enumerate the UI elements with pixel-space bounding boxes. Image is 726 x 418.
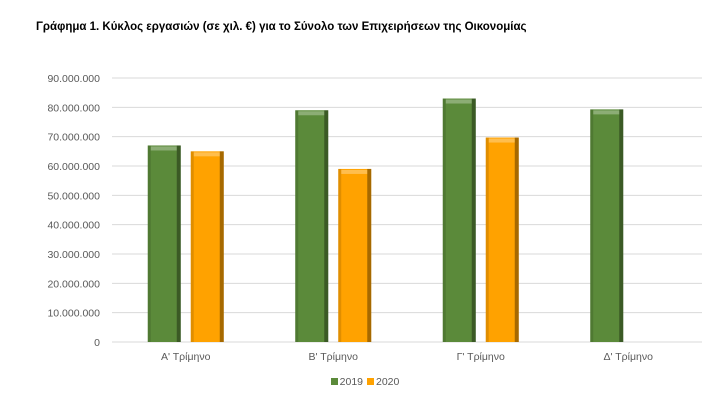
y-tick-label: 40.000.000	[47, 220, 100, 232]
y-tick-label: 60.000.000	[47, 161, 100, 173]
legend-label: 2019	[339, 376, 363, 388]
y-tick-label: 0	[94, 337, 100, 349]
y-tick-label: 20.000.000	[47, 278, 100, 290]
bar-2019	[147, 145, 181, 342]
y-tick-label: 10.000.000	[47, 308, 100, 320]
bar-2019	[295, 110, 329, 343]
y-tick-label: 30.000.000	[47, 249, 100, 261]
bar-2019	[442, 98, 476, 343]
x-tick-label: Δ' Τρίμηνο	[604, 351, 654, 363]
bar-2020	[190, 151, 224, 342]
x-tick-label: Β' Τρίμηνο	[309, 351, 359, 363]
x-tick-label: Γ' Τρίμηνο	[457, 351, 505, 363]
y-tick-label: 50.000.000	[47, 190, 100, 202]
y-tick-label: 80.000.000	[47, 102, 100, 114]
x-tick-label: Α' Τρίμηνο	[161, 351, 211, 363]
legend: 2019 2020	[0, 376, 726, 388]
y-tick-label: 90.000.000	[47, 73, 100, 85]
y-tick-label: 70.000.000	[47, 132, 100, 144]
bar-2020	[338, 168, 372, 342]
legend-swatch-2019	[330, 378, 338, 385]
chart-title: Γράφημα 1. Κύκλος εργασιών (σε χιλ. €) γ…	[36, 21, 527, 33]
legend-swatch-2020	[367, 378, 374, 385]
legend-label: 2020	[376, 376, 400, 388]
bar-2019	[590, 109, 624, 343]
bar-2020	[485, 137, 519, 342]
